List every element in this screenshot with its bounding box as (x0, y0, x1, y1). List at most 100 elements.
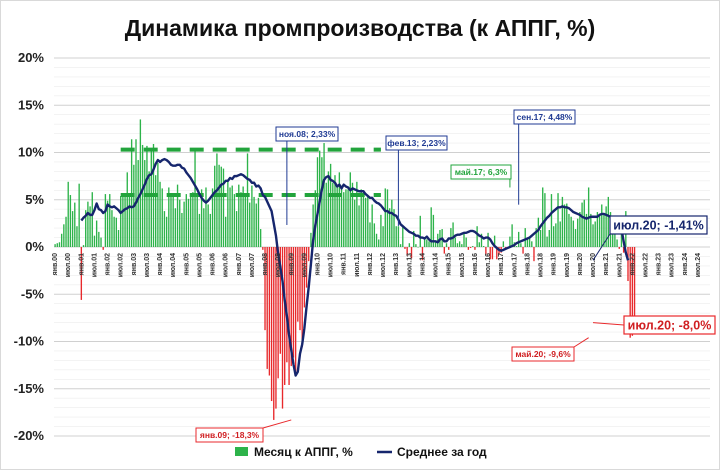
bar (155, 175, 157, 247)
bar (214, 165, 216, 247)
bar (491, 247, 494, 260)
bar (618, 247, 620, 249)
bar (60, 233, 63, 247)
bar (93, 235, 96, 247)
x-tick-label: июл.22 (642, 253, 649, 277)
bar (542, 187, 544, 247)
bar (227, 180, 229, 247)
bar (465, 237, 467, 247)
x-tick-label: янв.09 (288, 253, 295, 275)
bar (299, 247, 301, 331)
bar (472, 246, 474, 247)
callout-label: янв.09; -18,3% (200, 430, 260, 440)
bar (255, 203, 257, 247)
bar (367, 195, 369, 247)
x-tick-label: июл.24 (695, 253, 702, 277)
bar (454, 237, 456, 247)
bar (183, 201, 185, 247)
legend: Месяц к АППГ, % Среднее за год (235, 445, 487, 459)
x-tick-label: янв.10 (314, 253, 321, 275)
bar (386, 189, 389, 247)
callout-box (609, 215, 708, 235)
bar (493, 235, 496, 247)
bar (76, 226, 78, 247)
bar (443, 247, 445, 254)
bar (270, 247, 273, 402)
bar (209, 213, 212, 247)
bar (259, 229, 262, 247)
x-tick-label: июл.13 (406, 253, 413, 277)
x-tick-label: янв.21 (603, 253, 610, 275)
x-tick-label: июл.17 (511, 253, 518, 277)
bar (404, 247, 406, 249)
bar (461, 244, 463, 247)
bar (122, 196, 124, 247)
bar (336, 184, 338, 247)
bar (181, 212, 183, 247)
bar (340, 185, 343, 247)
bar (87, 201, 89, 247)
bar (594, 221, 596, 247)
bar (402, 227, 404, 247)
bar (356, 181, 358, 247)
bar (310, 232, 312, 247)
bar (458, 241, 461, 247)
bar (308, 247, 310, 262)
bar (120, 195, 122, 247)
bar (279, 247, 281, 354)
bar (426, 239, 428, 247)
bar (185, 194, 187, 247)
x-tick-label: июл.16 (485, 253, 492, 277)
bar (211, 188, 214, 247)
x-tick-label: июл.10 (328, 253, 335, 277)
bar (297, 247, 299, 322)
bar (89, 206, 91, 247)
bar (128, 194, 131, 247)
bar (598, 215, 601, 247)
bar (563, 204, 566, 247)
x-tick-label: янв.01 (78, 253, 85, 275)
bar (290, 247, 292, 367)
bar (522, 247, 524, 254)
bar (552, 226, 555, 247)
bar (165, 216, 168, 247)
bar (231, 185, 233, 247)
bar (487, 232, 489, 247)
bar (378, 239, 380, 247)
bar (203, 208, 205, 247)
legend-bar-swatch (235, 447, 248, 456)
bar (266, 247, 268, 369)
bar (417, 247, 419, 248)
bar (100, 237, 102, 247)
bar (480, 233, 483, 247)
bar (371, 204, 373, 247)
bar (535, 228, 537, 247)
callout-leader (592, 322, 625, 326)
bar (172, 195, 174, 247)
bar (596, 212, 599, 247)
callout-label: ноя.08; 2,33% (279, 129, 336, 139)
x-tick-label: янв.17 (498, 253, 505, 275)
bar (577, 218, 579, 247)
bar (301, 247, 303, 348)
callout-leader (573, 337, 589, 348)
bar (620, 229, 623, 247)
bar (74, 202, 76, 247)
bar (622, 247, 625, 253)
bar (448, 247, 450, 250)
bar (168, 187, 170, 247)
bar (408, 243, 411, 247)
average-line (80, 157, 630, 377)
bar (144, 160, 146, 247)
bar (419, 215, 421, 247)
callout-box (623, 315, 716, 335)
grid-lines (54, 57, 710, 437)
bar (58, 242, 61, 247)
x-tick-label: янв.07 (236, 253, 243, 275)
y-tick-label: 10% (18, 145, 44, 160)
callout-label: май.20; -9,6% (515, 349, 571, 359)
bar (224, 216, 227, 247)
bar (430, 207, 432, 247)
bar (526, 237, 529, 247)
x-tick-label: июл.03 (144, 253, 151, 277)
